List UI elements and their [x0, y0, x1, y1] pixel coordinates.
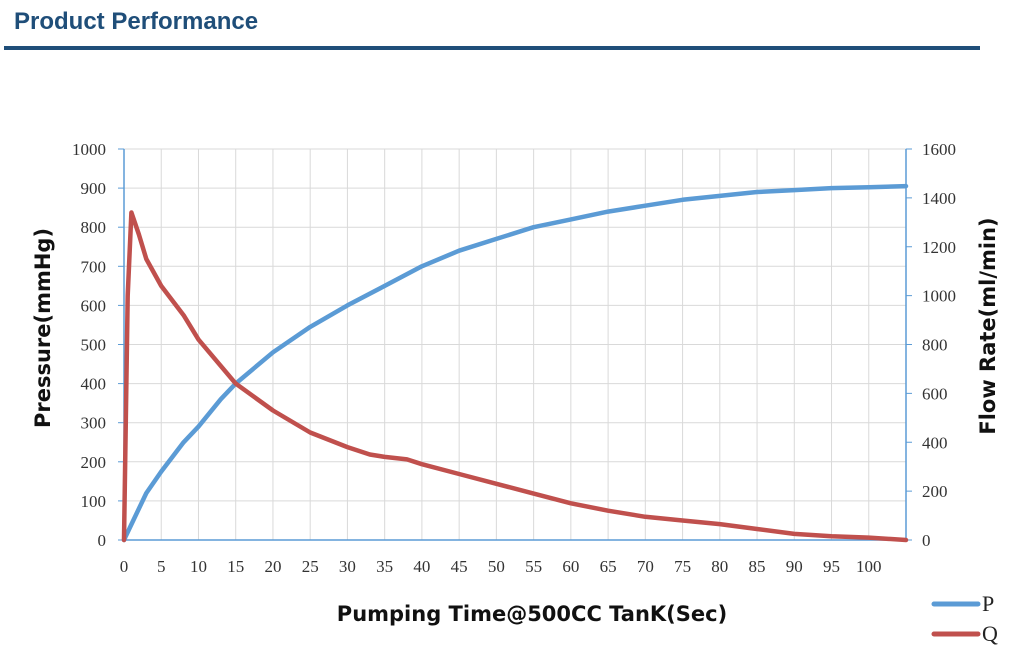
y-right-tick-label: 1000	[922, 287, 956, 306]
y-right-tick-label: 200	[922, 482, 948, 501]
x-tick-label: 10	[190, 557, 207, 576]
title-underline	[4, 46, 980, 50]
x-tick-label: 70	[637, 557, 654, 576]
tick-labels: 0 5 10 15 20 25 30 35 40 45 50 55 60 65 70 75 80 85 90 95 10…	[72, 140, 956, 576]
x-tick-label: 45	[451, 557, 468, 576]
x-tick-label: 85	[749, 557, 766, 576]
x-tick-label: 25	[302, 557, 319, 576]
y-axis-left-title: Pressure(mmHg)	[31, 228, 55, 428]
y-left-tick-label: 600	[81, 296, 107, 315]
x-tick-label: 60	[562, 557, 579, 576]
chart-grid	[124, 148, 907, 540]
y-left-tick-label: 300	[81, 414, 107, 433]
y-left-tick-label: 800	[81, 218, 107, 237]
x-tick-label: 20	[264, 557, 281, 576]
y-right-tick-label: 1200	[922, 238, 956, 257]
legend-label-p: P	[982, 591, 994, 616]
x-tick-label: 55	[525, 557, 542, 576]
y-left-tick-label: 200	[81, 453, 107, 472]
legend-label-q: Q	[982, 621, 998, 646]
series-line-p	[121, 183, 909, 543]
x-tick-label: 30	[339, 557, 356, 576]
y-left-tick-label: 400	[81, 375, 107, 394]
x-tick-label: 50	[488, 557, 505, 576]
y-left-tick-label: 1000	[72, 140, 106, 159]
legend: PQ	[931, 591, 998, 646]
y-left-tick-label: 500	[81, 336, 107, 355]
x-tick-label: 100	[856, 557, 882, 576]
y-right-tick-label: 800	[922, 336, 948, 355]
x-tick-label: 35	[376, 557, 393, 576]
x-tick-label: 15	[227, 557, 244, 576]
series-line-q	[121, 210, 909, 543]
series-lines	[121, 183, 909, 543]
chart-axes	[118, 148, 912, 541]
x-axis-title: Pumping Time@500CC TanK(Sec)	[337, 602, 727, 626]
x-tick-label: 95	[823, 557, 840, 576]
y-right-tick-label: 400	[922, 433, 948, 452]
y-left-tick-label: 100	[81, 492, 107, 511]
y-right-tick-label: 1400	[922, 189, 956, 208]
y-right-tick-label: 0	[922, 531, 931, 550]
y-left-tick-label: 900	[81, 179, 107, 198]
x-tick-label: 0	[120, 557, 129, 576]
y-right-tick-label: 1600	[922, 140, 956, 159]
y-right-tick-label: 600	[922, 384, 948, 403]
x-tick-label: 80	[711, 557, 728, 576]
y-left-tick-label: 700	[81, 257, 107, 276]
y-axis-right-title: Flow Rate(ml/min)	[976, 217, 1000, 434]
x-tick-label: 5	[157, 557, 166, 576]
x-tick-label: 75	[674, 557, 691, 576]
x-tick-label: 90	[786, 557, 803, 576]
page-title: Product Performance	[14, 8, 259, 35]
x-tick-label: 40	[413, 557, 430, 576]
y-left-tick-label: 0	[98, 531, 107, 550]
x-tick-label: 65	[600, 557, 617, 576]
